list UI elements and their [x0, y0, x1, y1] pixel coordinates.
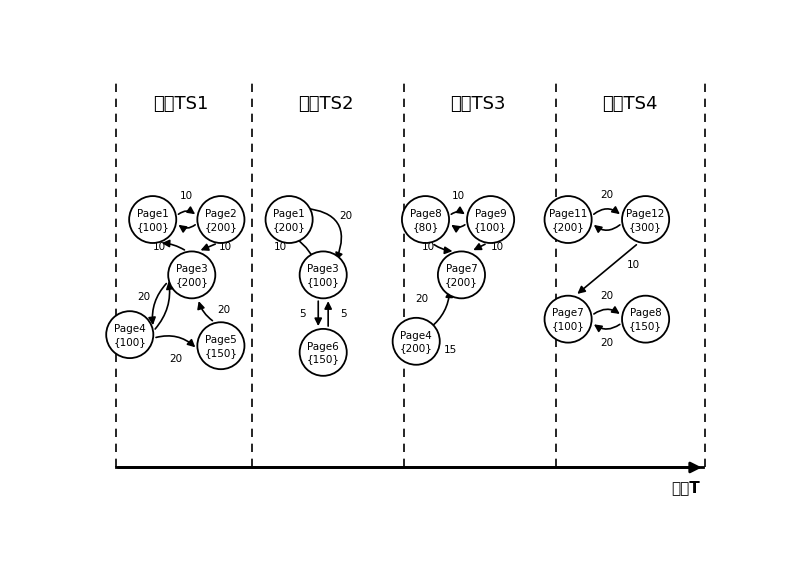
Text: Page12: Page12 [626, 209, 665, 218]
Ellipse shape [545, 296, 592, 343]
Text: {100}: {100} [552, 321, 585, 331]
Ellipse shape [438, 251, 485, 298]
Text: 20: 20 [137, 292, 150, 302]
Text: Page5: Page5 [205, 335, 237, 345]
Text: 10: 10 [218, 242, 232, 252]
Text: 10: 10 [153, 242, 166, 252]
Text: Page4: Page4 [114, 324, 146, 334]
Text: Page11: Page11 [549, 209, 587, 218]
Text: Page9: Page9 [474, 209, 506, 218]
Text: {100}: {100} [136, 221, 169, 232]
Text: 时隙TS4: 时隙TS4 [602, 95, 658, 113]
Text: 10: 10 [626, 260, 639, 270]
Text: Page6: Page6 [307, 342, 339, 351]
Text: {150}: {150} [629, 321, 662, 331]
Text: 5: 5 [299, 309, 306, 319]
Ellipse shape [622, 296, 669, 343]
Text: Page1: Page1 [137, 209, 169, 218]
Text: {200}: {200} [400, 343, 433, 354]
Text: Page1: Page1 [274, 209, 305, 218]
Text: Page3: Page3 [307, 264, 339, 274]
Ellipse shape [545, 196, 592, 243]
Text: Page2: Page2 [205, 209, 237, 218]
Text: 15: 15 [444, 345, 457, 355]
Text: Page7: Page7 [446, 264, 478, 274]
Text: {100}: {100} [474, 221, 507, 232]
Ellipse shape [467, 196, 514, 243]
Text: Page8: Page8 [630, 308, 662, 319]
Text: 20: 20 [600, 291, 614, 301]
Text: {80}: {80} [412, 221, 438, 232]
Text: 20: 20 [600, 190, 614, 200]
Text: Page7: Page7 [552, 308, 584, 319]
Text: 20: 20 [217, 305, 230, 315]
Ellipse shape [198, 196, 245, 243]
Text: 时隙TS1: 时隙TS1 [153, 95, 208, 113]
Text: {200}: {200} [175, 277, 208, 287]
Ellipse shape [622, 196, 669, 243]
Text: 时间T: 时间T [671, 480, 700, 495]
Text: Page8: Page8 [410, 209, 442, 218]
Text: 10: 10 [451, 191, 465, 201]
Text: 时隙TS3: 时隙TS3 [450, 95, 506, 113]
Text: 20: 20 [169, 354, 182, 364]
Text: {200}: {200} [552, 221, 585, 232]
Text: 10: 10 [274, 242, 287, 252]
Text: {150}: {150} [306, 354, 340, 365]
Text: {200}: {200} [445, 277, 478, 287]
Ellipse shape [393, 318, 440, 365]
Text: 时隙TS2: 时隙TS2 [298, 95, 354, 113]
Text: 20: 20 [415, 294, 428, 304]
Ellipse shape [168, 251, 215, 298]
Text: {300}: {300} [629, 221, 662, 232]
Text: Page4: Page4 [400, 331, 432, 340]
Text: {150}: {150} [205, 348, 238, 358]
Ellipse shape [266, 196, 313, 243]
Ellipse shape [129, 196, 176, 243]
Ellipse shape [402, 196, 449, 243]
Text: {200}: {200} [273, 221, 306, 232]
Text: 20: 20 [600, 338, 614, 348]
Text: Page3: Page3 [176, 264, 208, 274]
Text: {200}: {200} [205, 221, 238, 232]
Ellipse shape [198, 322, 245, 369]
Text: 10: 10 [491, 242, 504, 252]
Text: 10: 10 [422, 242, 434, 252]
Ellipse shape [300, 251, 346, 298]
Ellipse shape [300, 329, 346, 376]
Text: {100}: {100} [114, 337, 146, 347]
Text: 20: 20 [339, 210, 352, 221]
Text: 5: 5 [340, 309, 347, 319]
Text: 10: 10 [180, 191, 194, 201]
Ellipse shape [106, 311, 154, 358]
Text: {100}: {100} [306, 277, 340, 287]
